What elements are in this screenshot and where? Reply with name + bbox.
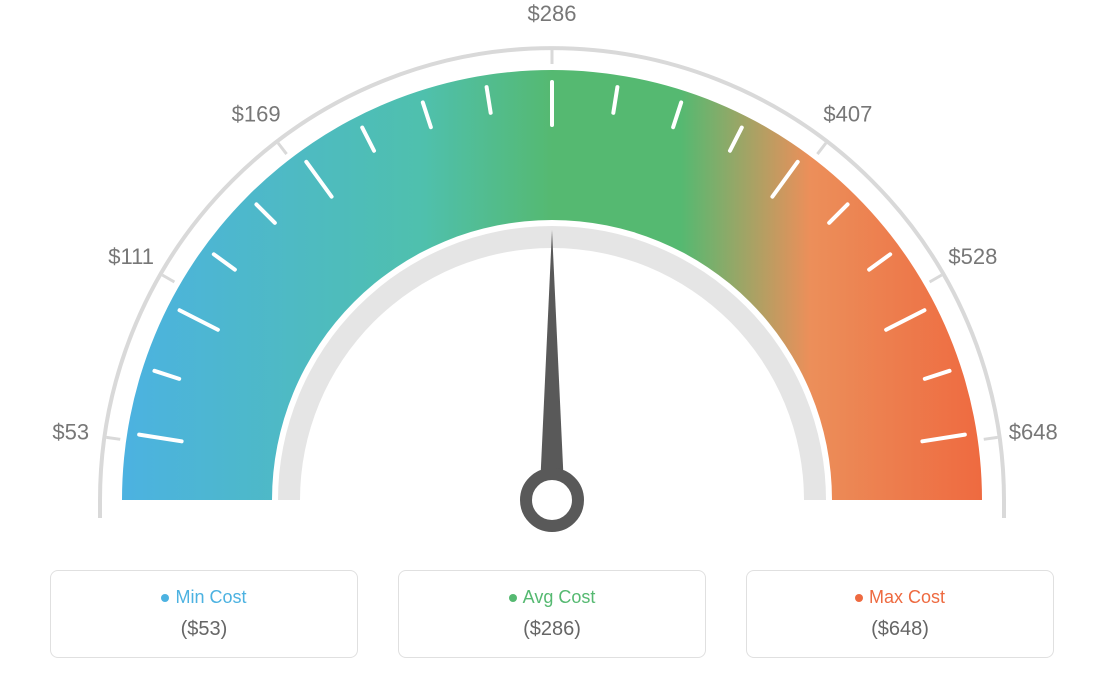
legend-card-min: Min Cost ($53) xyxy=(50,570,358,658)
svg-text:$648: $648 xyxy=(1009,419,1058,444)
legend-card-max: Max Cost ($648) xyxy=(746,570,1054,658)
gauge-svg: $53 $111 $169 $286 $407 $528 $648 xyxy=(0,0,1104,560)
svg-text:$286: $286 xyxy=(528,1,577,26)
legend-title-avg: Avg Cost xyxy=(399,587,705,608)
legend-label: Max Cost xyxy=(869,587,945,607)
svg-text:$53: $53 xyxy=(52,419,89,444)
legend-value-max: ($648) xyxy=(747,618,1053,641)
svg-text:$111: $111 xyxy=(108,244,154,269)
gauge-chart: $53 $111 $169 $286 $407 $528 $648 xyxy=(0,0,1104,560)
legend-title-min: Min Cost xyxy=(51,587,357,608)
svg-text:$528: $528 xyxy=(948,244,997,269)
legend-value-min: ($53) xyxy=(51,618,357,641)
legend-row: Min Cost ($53) Avg Cost ($286) Max Cost … xyxy=(0,570,1104,658)
legend-card-avg: Avg Cost ($286) xyxy=(398,570,706,658)
svg-text:$169: $169 xyxy=(232,101,281,126)
dot-icon xyxy=(161,594,169,602)
legend-label: Min Cost xyxy=(175,587,246,607)
legend-value-avg: ($286) xyxy=(399,618,705,641)
dot-icon xyxy=(509,594,517,602)
legend-title-max: Max Cost xyxy=(747,587,1053,608)
svg-text:$407: $407 xyxy=(823,101,872,126)
legend-label: Avg Cost xyxy=(523,587,596,607)
dot-icon xyxy=(855,594,863,602)
